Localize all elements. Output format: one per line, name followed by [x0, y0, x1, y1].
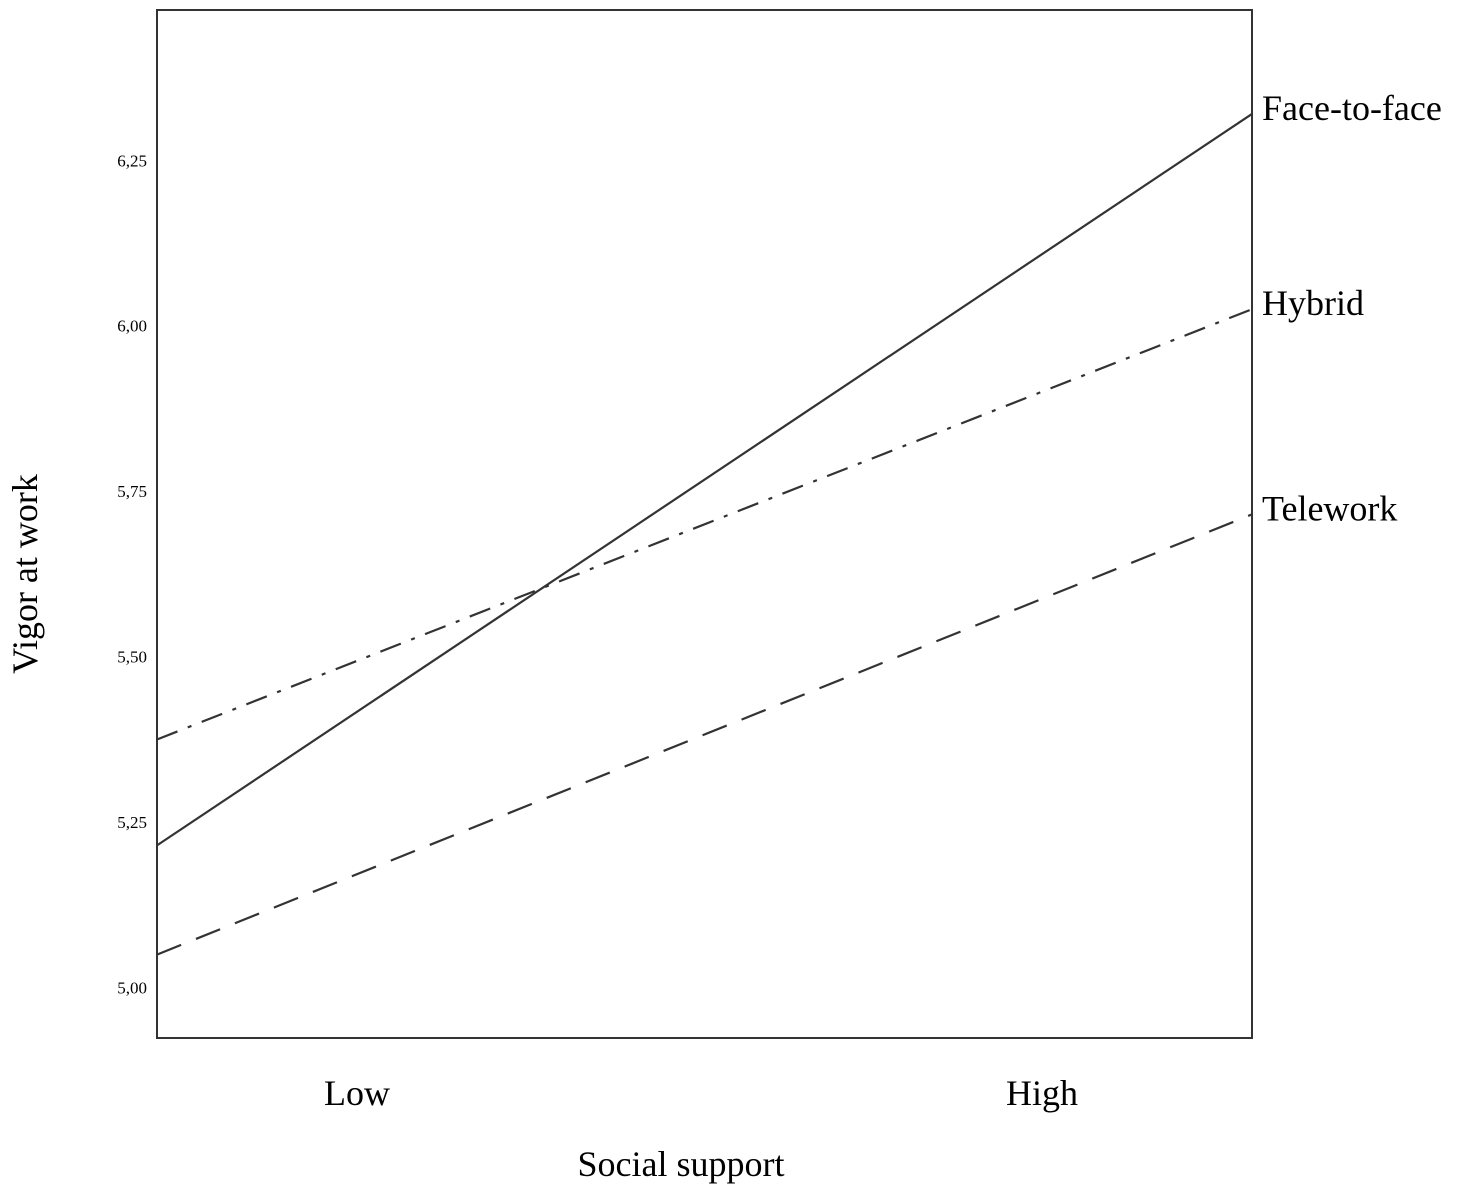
plot-frame: [156, 9, 1253, 1039]
series-label-hybrid: Hybrid: [1262, 283, 1364, 323]
y-tick-label: 6,00: [117, 317, 147, 336]
series-line-hybrid: [156, 308, 1253, 741]
y-axis-ticks: 5,00 5,25 5,50 5,75 6,00 6,25: [117, 151, 147, 997]
series-line-face-to-face: [156, 113, 1253, 847]
y-tick-label: 5,75: [117, 482, 147, 501]
y-tick-label: 5,25: [117, 813, 147, 832]
x-category-high: High: [1006, 1073, 1078, 1113]
series-label-telework: Telework: [1262, 488, 1397, 528]
series-label-face-to-face: Face-to-face: [1262, 88, 1442, 128]
y-tick-label: 5,00: [117, 979, 147, 998]
series-lines: [156, 113, 1253, 956]
y-tick-label: 6,25: [117, 151, 147, 170]
x-category-low: Low: [324, 1073, 390, 1113]
series-labels: Face-to-face Hybrid Telework: [1262, 88, 1442, 528]
y-tick-label: 5,50: [117, 648, 147, 667]
series-line-telework: [156, 513, 1253, 956]
y-axis-title: Vigor at work: [5, 474, 45, 674]
x-axis-title: Social support: [578, 1144, 785, 1184]
